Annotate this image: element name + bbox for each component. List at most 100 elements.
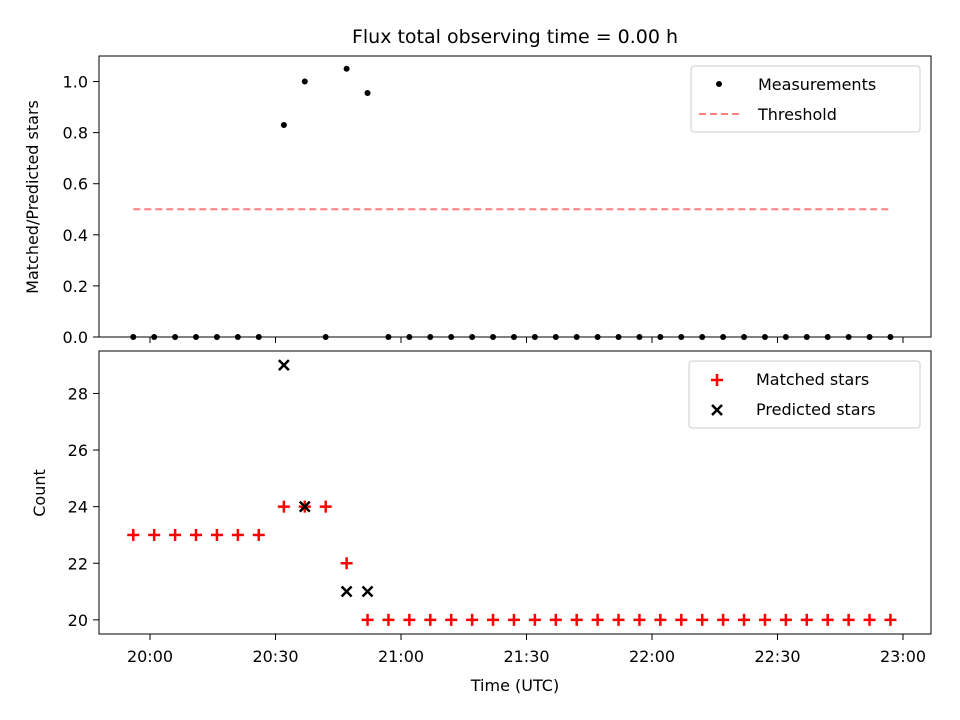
- measurement-point: [678, 334, 685, 340]
- measurement-point: [193, 334, 200, 340]
- x-tick-label: 22:30: [754, 647, 800, 666]
- matched-star-point: [445, 613, 458, 626]
- measurement-point: [782, 334, 789, 340]
- bottom-y-tick-label: 24: [68, 498, 88, 517]
- chart-title: Flux total observing time = 0.00 h: [352, 26, 678, 48]
- legend-matched-marker: [711, 374, 723, 386]
- top-y-tick-label: 0.8: [63, 124, 88, 143]
- measurement-point: [490, 334, 497, 340]
- measurement-point: [255, 334, 262, 340]
- measurement-point: [427, 334, 434, 340]
- measurement-point: [761, 334, 768, 340]
- measurement-point: [448, 334, 455, 340]
- bottom-y-tick-label: 20: [68, 611, 88, 630]
- top-y-tick-label: 0.0: [63, 328, 88, 347]
- matched-star-point: [487, 613, 500, 626]
- matched-star-point: [190, 528, 203, 541]
- matched-star-point: [127, 528, 140, 541]
- legend-measurements-label: Measurements: [758, 75, 876, 94]
- matched-star-point: [800, 613, 813, 626]
- measurement-point: [469, 334, 476, 340]
- top-y-tick-label: 0.6: [63, 175, 88, 194]
- bottom-y-tick-label: 28: [68, 384, 88, 403]
- measurement-point: [803, 334, 810, 340]
- bottom-y-axis-label: Count: [30, 469, 49, 517]
- matched-star-point: [758, 613, 771, 626]
- x-tick-label: 21:00: [378, 647, 424, 666]
- legend-predicted-label: Predicted stars: [756, 400, 876, 419]
- legend-predicted-marker: [711, 404, 723, 416]
- measurement-point: [887, 334, 894, 340]
- bottom-y-tick-label: 26: [68, 441, 88, 460]
- measurement-point: [615, 334, 622, 340]
- measurement-point: [531, 334, 538, 340]
- matched-star-point: [466, 613, 479, 626]
- measurement-point: [699, 334, 706, 340]
- matched-star-point: [507, 613, 520, 626]
- matched-star-point: [654, 613, 667, 626]
- predicted-star-point: [361, 585, 374, 598]
- matched-star-point: [570, 613, 583, 626]
- matched-star-point: [210, 528, 223, 541]
- measurement-point: [364, 90, 371, 97]
- measurement-point: [573, 334, 580, 340]
- measurement-point: [280, 121, 287, 128]
- measurement-point: [234, 334, 241, 340]
- top-legend: Measurements Threshold: [690, 65, 921, 133]
- measurement-point: [322, 334, 329, 340]
- measurement-point: [741, 334, 748, 340]
- matched-star-point: [696, 613, 709, 626]
- bottom-x-ticks: 20:00 20:30 21:00 21:30 22:00 22:30 23:00: [127, 634, 926, 666]
- matched-star-point: [675, 613, 688, 626]
- bottom-legend-box: [688, 360, 921, 429]
- matched-star-point: [612, 613, 625, 626]
- top-panel: 0.0 0.2 0.4 0.6 0.8 1.0 Matched/Predicted sta…: [23, 55, 932, 347]
- matched-star-point: [717, 613, 730, 626]
- measurement-point: [845, 334, 852, 340]
- top-marks: [130, 65, 894, 340]
- bottom-y-ticks: 20 22 24 26 28: [68, 384, 99, 630]
- matched-star-point: [779, 613, 792, 626]
- measurement-point: [130, 334, 137, 340]
- measurement-point: [636, 334, 643, 340]
- matched-star-point: [382, 613, 395, 626]
- measurement-point: [385, 334, 392, 340]
- measurement-point: [552, 334, 559, 340]
- x-tick-label: 22:00: [629, 647, 675, 666]
- matched-star-point: [738, 613, 751, 626]
- matched-star-point: [340, 557, 353, 570]
- matched-star-point: [591, 613, 604, 626]
- measurement-point: [172, 334, 179, 340]
- measurement-point: [720, 334, 727, 340]
- x-tick-label: 21:30: [503, 647, 549, 666]
- top-y-ticks: 0.0 0.2 0.4 0.6 0.8 1.0: [63, 73, 99, 347]
- top-legend-box: [690, 65, 921, 133]
- top-y-axis-label: Matched/Predicted stars: [23, 100, 42, 294]
- matched-star-point: [403, 613, 416, 626]
- x-axis-label: Time (UTC): [470, 676, 559, 695]
- measurement-point: [824, 334, 831, 340]
- legend-threshold-label: Threshold: [757, 105, 837, 124]
- bottom-panel: 20 22 24 26 28 20:00 20:30 21:00 21:30 22:00 22:3…: [30, 350, 932, 695]
- predicted-star-point: [340, 585, 353, 598]
- measurement-point: [406, 334, 413, 340]
- measurement-point: [594, 334, 601, 340]
- matched-star-point: [528, 613, 541, 626]
- measurement-point: [301, 78, 308, 85]
- measurement-point: [213, 334, 220, 340]
- matched-star-point: [821, 613, 834, 626]
- legend-measurements-marker: [716, 81, 722, 87]
- top-y-tick-label: 0.2: [63, 277, 88, 296]
- matched-star-point: [319, 500, 332, 513]
- top-y-tick-label: 1.0: [63, 73, 88, 92]
- matched-star-point: [277, 500, 290, 513]
- bottom-marks: [127, 359, 897, 626]
- bottom-legend: Matched stars Predicted stars: [688, 360, 921, 429]
- matched-star-point: [633, 613, 646, 626]
- x-tick-label: 20:00: [127, 647, 173, 666]
- matched-star-point: [231, 528, 244, 541]
- predicted-star-point: [277, 359, 290, 372]
- legend-matched-label: Matched stars: [756, 370, 869, 389]
- measurement-point: [151, 334, 158, 340]
- matched-star-point: [424, 613, 437, 626]
